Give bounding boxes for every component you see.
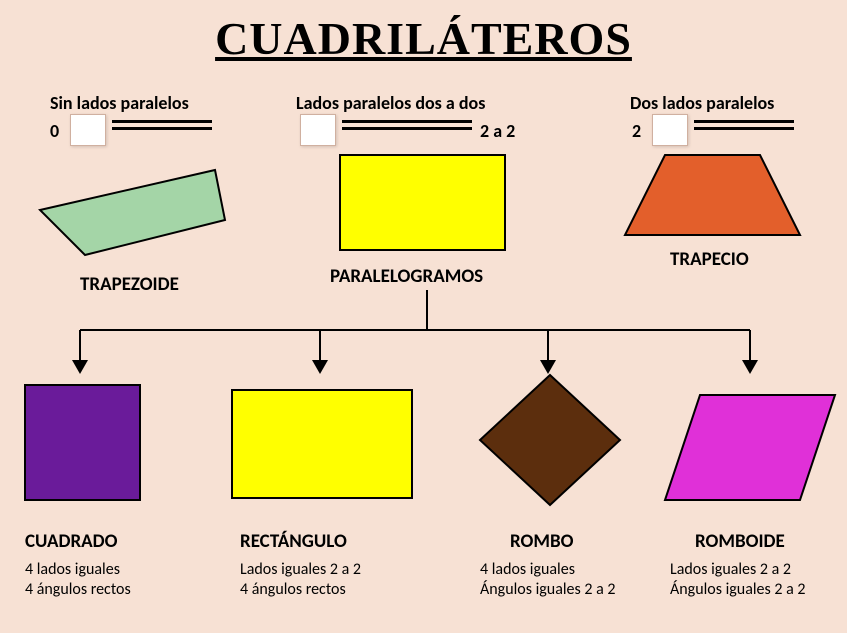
rombo-desc: 4 lados iguales Ángulos iguales 2 a 2 [480,560,615,600]
rombo-label: ROMBO [510,530,573,553]
rectangulo-label: RECTÁNGULO [240,530,347,553]
romboide-label: ROMBOIDE [695,530,785,553]
rombo-shape [480,375,625,510]
romboide-desc: Lados iguales 2 a 2 Ángulos iguales 2 a … [670,560,805,600]
rectangulo-desc: Lados iguales 2 a 2 4 ángulos rectos [240,560,361,600]
cuadrado-shape [25,385,145,505]
diagram-canvas: CUADRILÁTEROS Sin lados paralelos 0 TRAP… [0,0,847,633]
cuadrado-label: CUADRADO [25,530,117,553]
rectangulo-shape [232,390,417,502]
cuadrado-desc: 4 lados iguales 4 ángulos rectos [25,560,131,600]
romboide-shape [665,395,840,505]
